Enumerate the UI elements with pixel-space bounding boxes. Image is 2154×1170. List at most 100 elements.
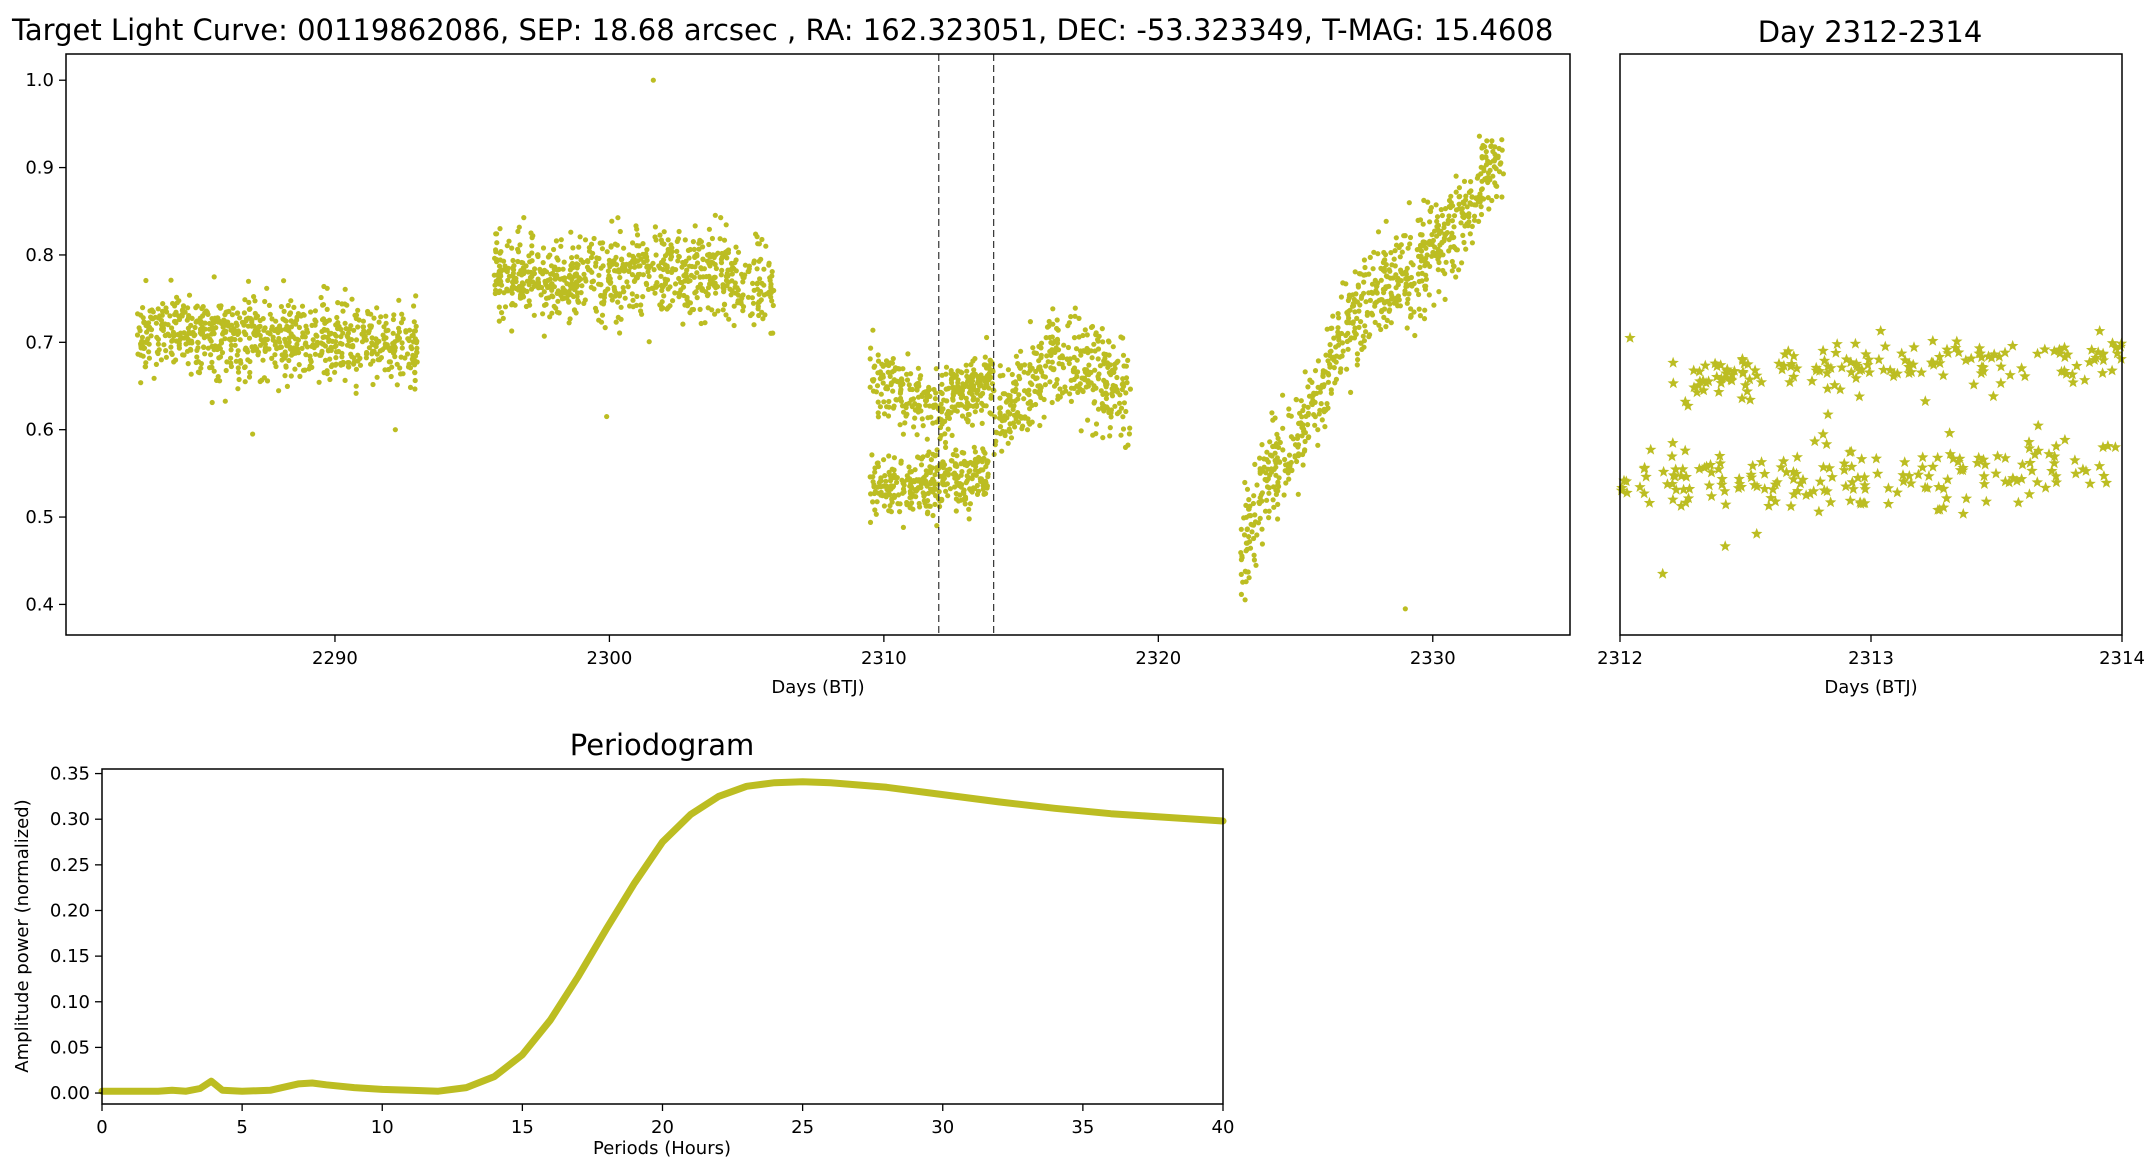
light-curve-point: [684, 294, 690, 300]
light-curve-point: [1335, 342, 1342, 348]
light-curve-point: [1114, 374, 1120, 381]
zoom-point: [1859, 483, 1871, 494]
light-curve-point: [1037, 388, 1043, 394]
light-curve-point: [951, 470, 958, 476]
light-curve-point: [1272, 415, 1278, 421]
light-curve-point: [923, 472, 929, 478]
zoom-point: [1863, 366, 1876, 378]
light-curve-point: [515, 249, 522, 255]
light-curve-point: [1446, 237, 1452, 243]
light-curve-point: [883, 478, 889, 484]
zoom-point: [2026, 464, 2038, 476]
light-curve-point: [1385, 298, 1391, 304]
zoom-point: [1634, 481, 1646, 492]
light-curve-point: [898, 458, 904, 464]
light-curve-point: [1027, 380, 1033, 386]
light-curve-point: [971, 371, 977, 377]
light-curve-point: [146, 341, 152, 347]
light-curve-point: [320, 316, 327, 322]
zoom-point: [1977, 365, 1990, 377]
light-curve-point: [1456, 194, 1462, 200]
light-curve-point: [293, 321, 299, 327]
periodogram-panel: Periodogram 0 5 10 15 20 25 30 35 40 0.000.050.1…: [12, 728, 1234, 1159]
light-curve-point: [1063, 388, 1069, 394]
light-curve-point: [878, 391, 884, 397]
zoom-point: [1749, 364, 1761, 376]
light-curve-point: [273, 363, 279, 370]
light-curve-point: [308, 309, 314, 315]
light-curve-point: [505, 277, 511, 283]
light-curve-point: [1057, 355, 1063, 361]
light-curve-point: [927, 393, 933, 399]
light-curve-point: [171, 318, 178, 325]
light-curve-point: [1251, 552, 1257, 558]
light-curve-point: [1073, 346, 1080, 352]
light-curve-point: [1000, 372, 1006, 378]
light-curve-point: [1405, 296, 1411, 302]
light-curve-point: [871, 364, 877, 370]
light-curve-point: [1446, 197, 1453, 204]
light-curve-point: [1080, 332, 1086, 339]
light-curve-point: [1453, 173, 1459, 179]
light-curve-point: [955, 377, 961, 383]
zoom-point: [1844, 446, 1856, 458]
light-curve-point: [1359, 346, 1365, 352]
light-curve-point: [1266, 515, 1272, 521]
light-curve-point: [726, 316, 732, 322]
light-curve-point: [966, 516, 972, 522]
zoom-point: [1838, 457, 1850, 469]
light-curve-point: [1406, 291, 1412, 297]
light-curve-point: [350, 344, 356, 350]
light-curve-point: [1022, 362, 1028, 368]
light-curve-point: [926, 449, 932, 455]
light-curve-point: [1051, 383, 1058, 389]
light-curve-ytick-label: 1.0: [25, 70, 54, 91]
light-curve-point: [1308, 393, 1314, 399]
light-curve-point: [616, 269, 622, 275]
light-curve-point: [1077, 348, 1084, 354]
zoom-point: [1862, 359, 1874, 370]
light-curve-point: [645, 269, 651, 275]
light-curve-point: [759, 236, 765, 243]
zoom-point: [1875, 325, 1887, 336]
light-curve-point: [958, 472, 964, 478]
light-curve-point: [1238, 571, 1244, 578]
light-curve-point: [262, 345, 268, 351]
light-curve-point: [659, 287, 665, 294]
zoom-point: [1988, 348, 2000, 360]
zoom-point: [1836, 361, 1848, 373]
zoom-point: [1711, 360, 1723, 372]
light-curve-point: [1286, 406, 1292, 412]
light-curve-point: [1078, 428, 1084, 434]
light-curve-point: [1103, 395, 1109, 402]
light-curve-point: [953, 447, 959, 453]
light-curve-point: [280, 316, 286, 322]
light-curve-point: [1055, 347, 1062, 353]
light-curve-point: [241, 364, 248, 371]
light-curve-point: [191, 333, 197, 339]
light-curve-point: [1244, 526, 1250, 532]
light-curve-point: [163, 348, 169, 354]
light-curve-point: [717, 236, 723, 242]
zoom-point: [1849, 337, 1862, 349]
light-curve-point: [869, 452, 875, 458]
light-curve-point: [919, 456, 925, 462]
light-curve-point: [636, 252, 642, 258]
light-curve-point: [1499, 194, 1505, 200]
light-curve-points: [134, 77, 1506, 612]
zoom-point: [1693, 463, 1705, 474]
light-curve-point: [937, 503, 943, 510]
light-curve-point: [1354, 315, 1360, 321]
zoom-point: [1667, 377, 1679, 389]
light-curve-point: [576, 275, 582, 281]
light-curve-point: [975, 373, 981, 380]
light-curve-point: [498, 279, 504, 285]
light-curve-point: [210, 328, 216, 334]
zoom-point: [1714, 457, 1726, 469]
light-curve-point: [164, 309, 170, 315]
light-curve-ytick-label: 0.6: [25, 420, 54, 441]
light-curve-point: [1372, 277, 1378, 283]
light-curve-point: [604, 249, 610, 255]
light-curve-point: [618, 304, 624, 310]
light-curve-point: [257, 317, 263, 324]
